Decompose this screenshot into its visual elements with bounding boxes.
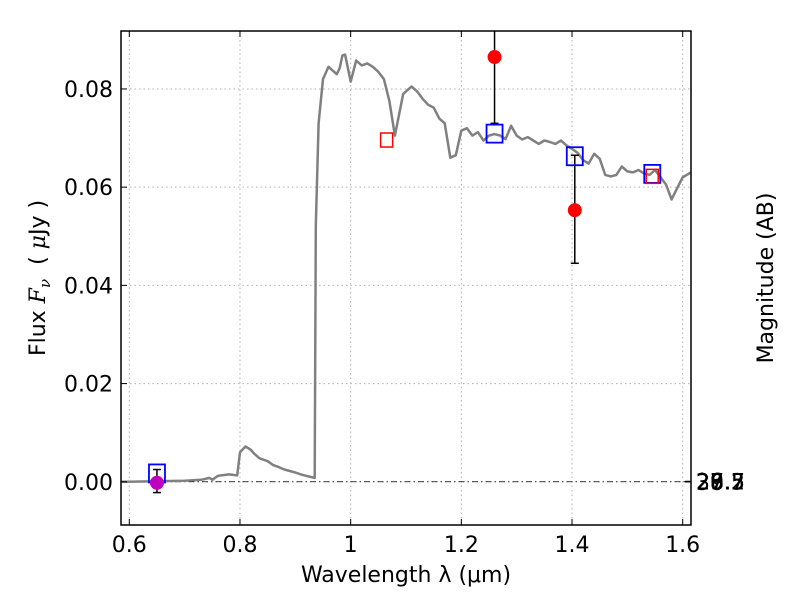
photometry-point <box>567 203 582 218</box>
y-axis-title-unit-rest: Jy ) <box>26 200 51 237</box>
photometry-point <box>149 475 164 490</box>
x-tick-label: 0.8 <box>222 533 257 558</box>
y-tick-label: 0.02 <box>64 373 113 398</box>
x-tick-label: 1.4 <box>555 533 590 558</box>
y-axis-title-unit-open: ( <box>26 249 51 279</box>
x-axis-title: Wavelength λ (μm) <box>301 563 511 588</box>
y2-axis-title: Magnitude (AB) <box>754 193 779 364</box>
x-tick-label: 1.2 <box>444 533 479 558</box>
y-axis-title-unit-mu: μ <box>26 235 51 249</box>
y-axis-title-symbol: F <box>26 287 51 304</box>
magnitude-tick-label: 26.7 <box>696 470 745 495</box>
photometry-square-small <box>645 168 660 185</box>
magnitude-tick-label: 29 <box>696 471 724 496</box>
x-tick-label: 1 <box>344 533 358 558</box>
x-tick-label: 1.6 <box>665 533 700 558</box>
y-axis-title-prefix: Flux <box>26 303 51 356</box>
grid-lines <box>121 31 691 525</box>
plot-area <box>120 31 692 494</box>
photometry-model-square <box>485 123 504 144</box>
y-axis-title: Flux Fν ( μJy ) <box>26 200 54 356</box>
magnitude-tick-label: 30 <box>696 471 724 496</box>
plot-frame <box>120 30 692 526</box>
magnitude-tick-label: 28 <box>696 471 724 496</box>
y-tick-label: 0.06 <box>64 176 113 201</box>
x-tick-label: 0.6 <box>112 533 147 558</box>
magnitude-tick-label: 28.5 <box>696 471 745 496</box>
y-tick-label: 0.04 <box>64 274 113 299</box>
magnitude-tick-label: 27.5 <box>696 471 745 496</box>
spectrum-line <box>120 53 692 484</box>
y-tick-label: 0.00 <box>64 471 113 496</box>
photometry-point <box>487 50 502 65</box>
photometry-square-small <box>379 132 394 148</box>
y-tick-label: 0.08 <box>64 78 113 103</box>
photometry-model-square <box>565 146 584 167</box>
magnitude-tick-label: 27 <box>696 471 724 496</box>
magnitude-tick-label: 26.5 <box>696 470 745 495</box>
y-axis-title-subscript: ν <box>36 279 54 288</box>
axis-ticks: 0.6 0.8 1 1.2 1.4 1.6 0.00 0.02 0.04 0.06 0.08 26.5… <box>64 31 745 558</box>
magnitude-tick-label: 27.2 <box>696 471 745 496</box>
